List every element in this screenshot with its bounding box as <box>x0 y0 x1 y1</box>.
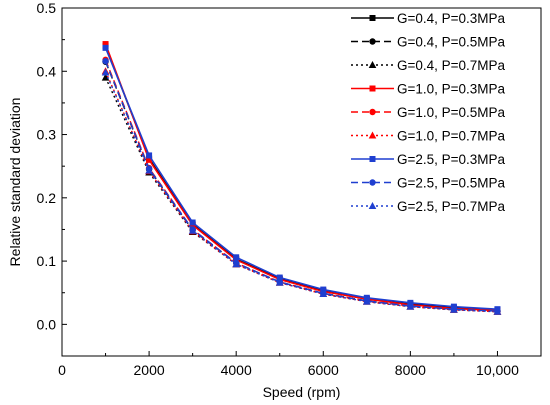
legend-marker <box>369 179 376 186</box>
legend-marker <box>369 156 376 162</box>
y-tick-label: 0.2 <box>37 190 57 206</box>
data-point <box>232 260 240 268</box>
data-point <box>493 307 502 315</box>
legend-item: G=0.4, P=0.7MPa <box>351 58 506 73</box>
y-tick-label: 0.0 <box>37 316 57 332</box>
series-line <box>104 70 498 313</box>
legend-item: G=2.5, P=0.5MPa <box>351 176 506 191</box>
y-axis-title: Relative standard deviation <box>7 98 23 267</box>
data-point <box>102 41 109 48</box>
legend-item: G=2.5, P=0.3MPa <box>351 152 506 167</box>
legend-marker <box>369 108 376 116</box>
legend-label: G=1.0, P=0.7MPa <box>397 129 506 144</box>
legend-label: G=0.4, P=0.3MPa <box>397 11 506 26</box>
plot-frame <box>61 7 542 357</box>
legend-item: G=2.5, P=0.7MPa <box>351 199 506 214</box>
data-point <box>101 73 110 81</box>
series-line <box>104 59 498 312</box>
y-tick-label: 0.3 <box>37 127 57 143</box>
legend-marker <box>368 131 377 139</box>
legend-item: G=1.0, P=0.7MPa <box>351 129 506 144</box>
series-9 <box>101 68 502 315</box>
x-tick-label: 4000 <box>221 362 252 378</box>
series-line <box>104 47 498 310</box>
x-tick-label: 6000 <box>308 362 339 378</box>
legend-marker <box>369 85 376 92</box>
y-tick-label: 0.1 <box>37 253 57 269</box>
x-tick-label: 2000 <box>134 362 165 378</box>
x-axis-title: Speed (rpm) <box>263 384 341 400</box>
data-point <box>101 68 110 76</box>
legend: G=0.4, P=0.3MPa G=0.4, P=0.5MPa G=0.4, P=0… <box>351 11 506 214</box>
data-point <box>233 254 240 261</box>
data-point <box>275 278 284 286</box>
y-tick-label: 0.4 <box>37 63 57 79</box>
legend-item: G=1.0, P=0.5MPa <box>351 105 506 120</box>
data-point <box>276 274 283 281</box>
legend-item: G=0.4, P=0.5MPa <box>351 35 506 50</box>
series-line <box>104 43 498 312</box>
legend-label: G=0.4, P=0.7MPa <box>397 58 506 73</box>
ticks-layer: 0 2000 4000 6000 8000 10,000 0.0 0.1 0.2 0.3 0.4 0.… <box>37 0 520 378</box>
series-layer <box>101 41 502 315</box>
legend-marker <box>368 61 377 68</box>
x-tick-label: 10,000 <box>476 362 519 378</box>
data-point <box>146 152 153 159</box>
data-point <box>450 305 458 313</box>
data-point <box>146 156 153 163</box>
data-point <box>406 302 415 310</box>
y-tick-label: 0.5 <box>37 0 57 16</box>
legend-label: G=2.5, P=0.3MPa <box>397 152 506 167</box>
data-point <box>363 297 371 305</box>
legend-label: G=1.0, P=0.3MPa <box>397 82 506 97</box>
data-point <box>102 44 109 51</box>
series-line <box>104 72 498 313</box>
data-point <box>102 57 109 65</box>
legend-marker <box>369 15 376 21</box>
data-point <box>145 166 153 174</box>
legend-label: G=0.4, P=0.5MPa <box>397 35 506 50</box>
data-point <box>188 226 197 234</box>
legend-marker <box>369 38 376 45</box>
legend-label: G=2.5, P=0.5MPa <box>397 176 506 191</box>
legend-marker <box>368 202 377 209</box>
x-tick-label: 0 <box>58 362 66 378</box>
x-tick-label: 8000 <box>395 362 426 378</box>
legend-item: G=0.4, P=0.3MPa <box>351 11 506 26</box>
data-point <box>320 286 327 293</box>
legend-label: G=2.5, P=0.7MPa <box>397 199 506 214</box>
legend-label: G=1.0, P=0.5MPa <box>397 105 506 120</box>
data-point <box>319 289 328 297</box>
data-point <box>189 219 196 226</box>
legend-item: G=1.0, P=0.3MPa <box>351 82 506 97</box>
